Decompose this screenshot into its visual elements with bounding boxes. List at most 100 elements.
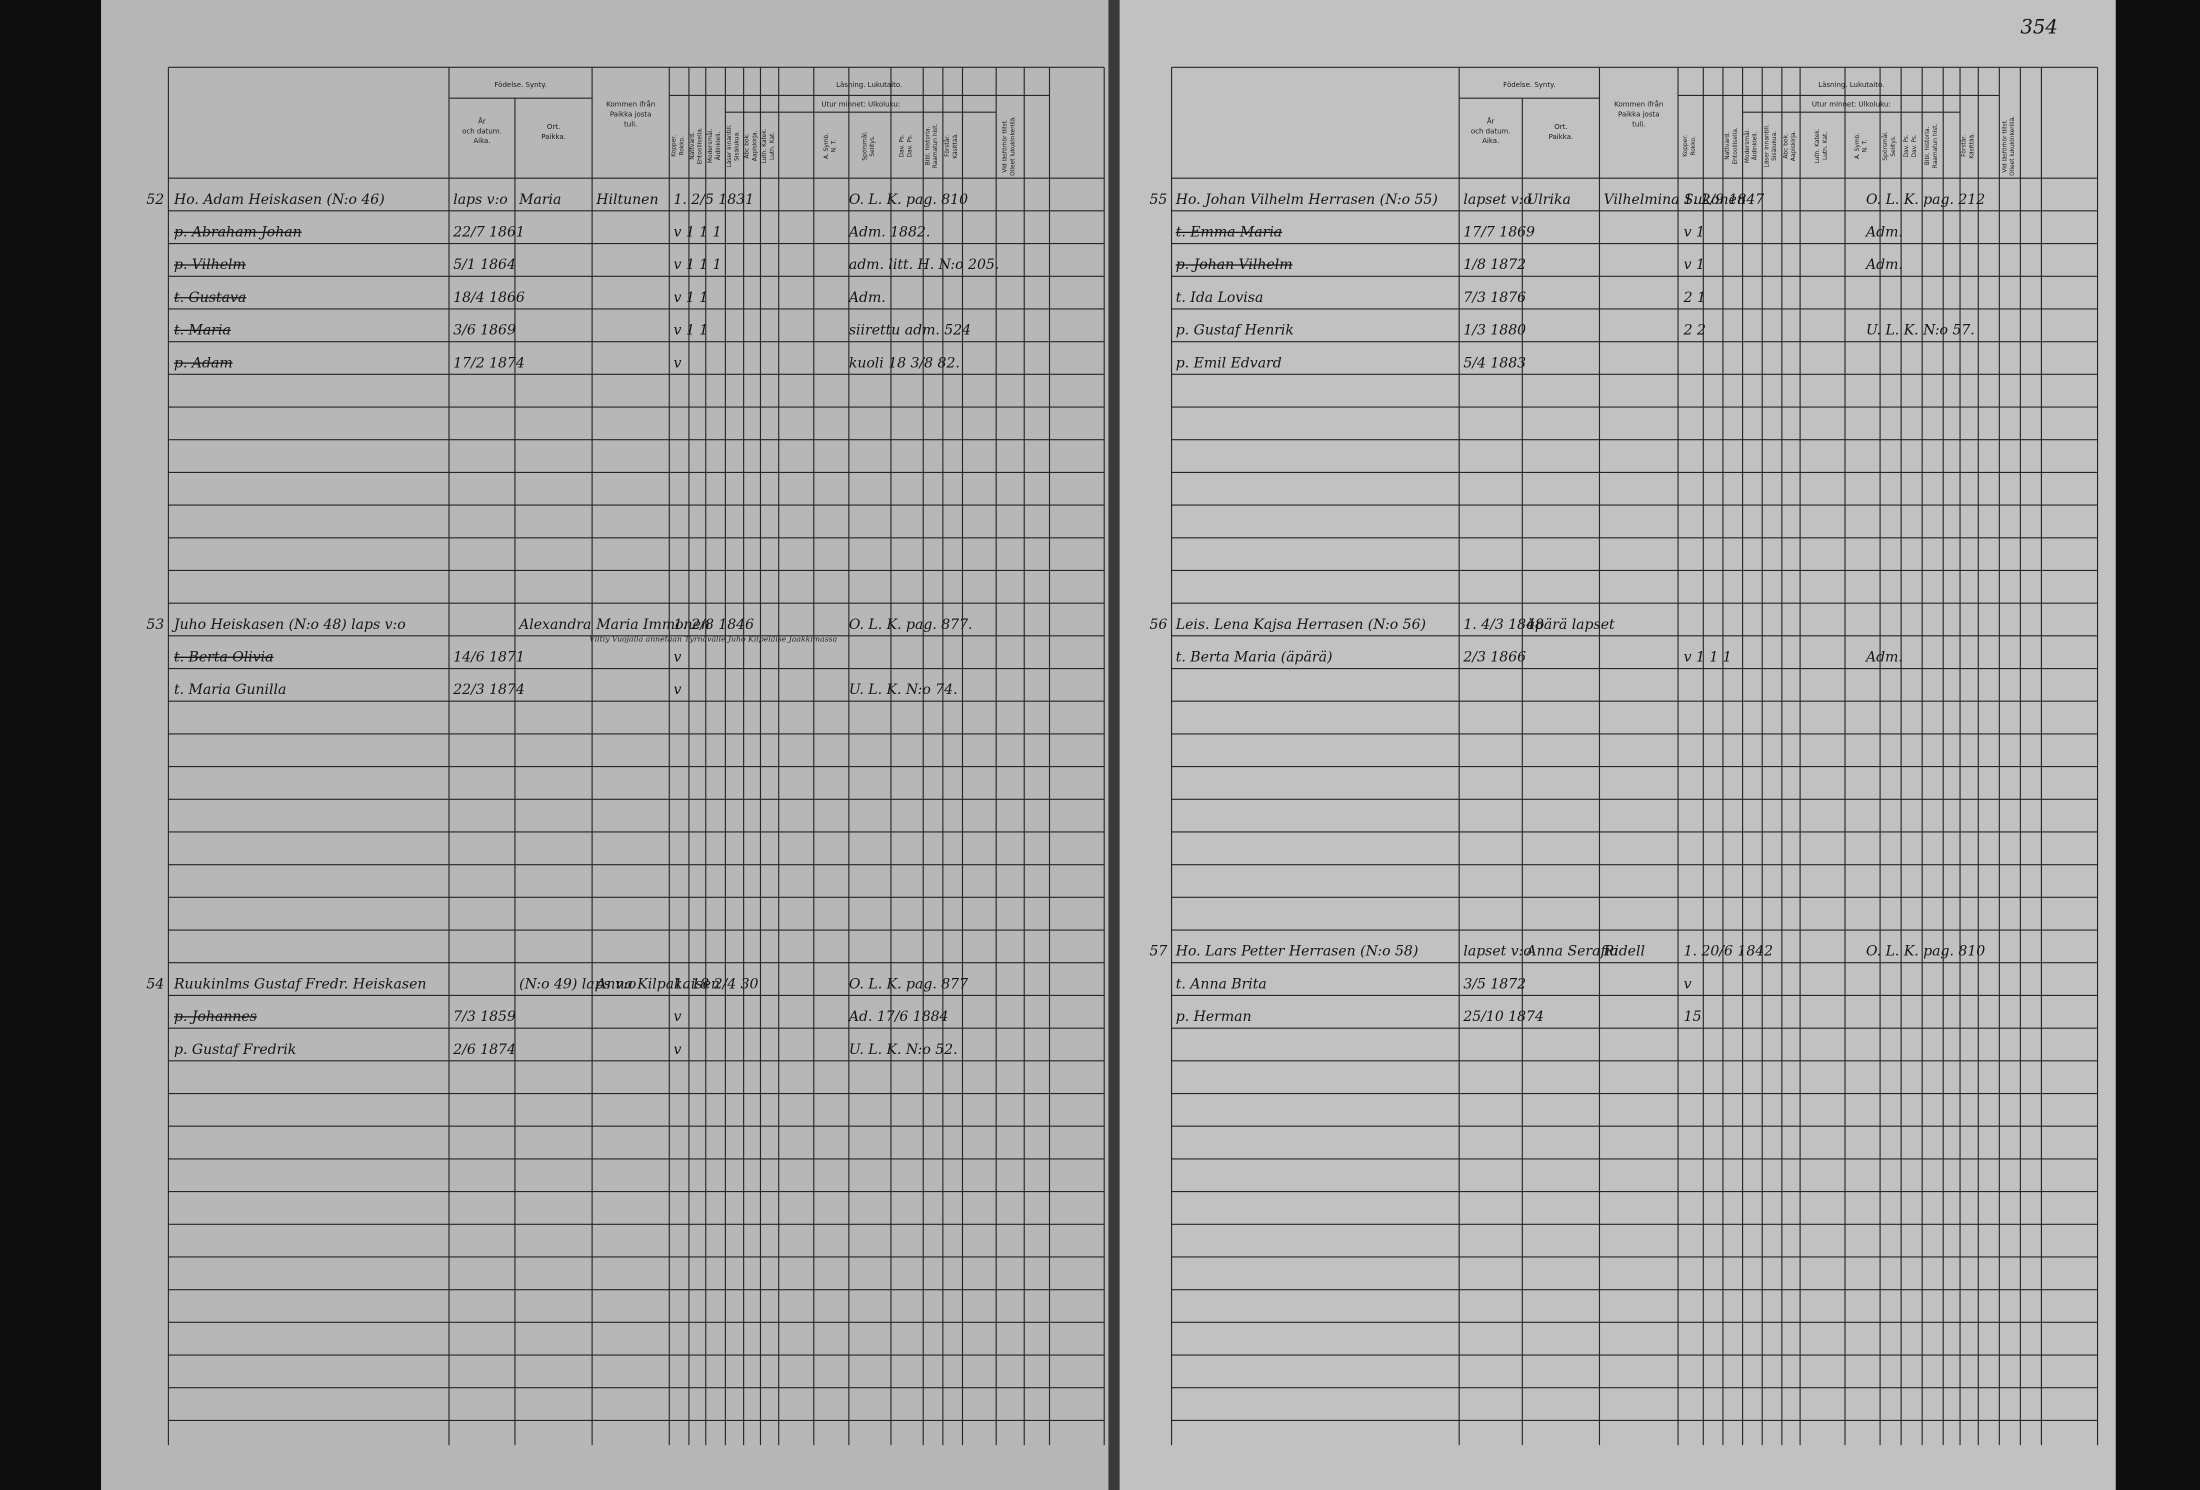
header-vertical: Luth. Kat. — [1823, 132, 1829, 160]
entry-origin: Hiltunen — [595, 192, 658, 208]
entry-origin: Vilhelmina Sukonen — [1604, 192, 1746, 208]
header-place: Ort. — [1554, 122, 1567, 131]
entry-reading: 1. 2/8 1846 — [673, 617, 754, 633]
entry-reading: v — [673, 682, 681, 698]
header-vertical: Sisälukua. — [735, 131, 741, 161]
entry-notes: O. L. K. pag. 877 — [849, 976, 968, 992]
header-vertical: Olleet lukukinkerillä. — [1010, 116, 1016, 176]
header-date: Aika. — [473, 136, 490, 145]
entry-name: t. Maria Gunilla — [174, 682, 286, 698]
entry-name: p. Herman — [1176, 1009, 1252, 1025]
header-date: År — [478, 116, 486, 125]
header-place: Ort. — [547, 122, 560, 131]
entry-name: p. Emil Edvard — [1176, 355, 1282, 371]
header-vertical: Äidinkieli. — [1752, 132, 1759, 161]
header-vertical: Vid läsförhör tillst. — [2002, 119, 2008, 173]
entry-reading: v 1 1 1 — [1684, 650, 1732, 666]
header-vertical: Rokko. — [1691, 136, 1697, 155]
entry-number: 54 — [146, 976, 164, 992]
header-vertical: Kopper. — [672, 135, 678, 157]
header-vertical: Ehtoollisella. — [1733, 127, 1739, 164]
entry-number: 53 — [146, 617, 164, 633]
entry-notes: Adm. — [1864, 225, 1903, 241]
entry-date: laps v:o — [453, 192, 508, 208]
entry-date: 5/4 1883 — [1463, 355, 1526, 371]
header-vertical: A. Symb. — [824, 133, 830, 159]
header-origin: tuli. — [1632, 119, 1645, 128]
entry-date: 2/6 1874 — [452, 1042, 516, 1058]
header-origin: Paikka josta — [1618, 109, 1660, 118]
entry-name: Leis. Lena Kajsa Herrasen (N:o 56) — [1175, 617, 1426, 633]
entry-place: Ulrika — [1527, 192, 1571, 208]
header-vertical: Läser innantill. — [1765, 124, 1771, 167]
entry-name: Ho. Adam Heiskasen (N:o 46) — [173, 192, 385, 208]
entry-notes: O. L. K. pag. 212 — [1866, 192, 1985, 208]
header-date: och datum. — [1471, 126, 1511, 135]
header-vertical: Kopper. — [1683, 135, 1689, 157]
header-vertical: Käsittää. — [953, 133, 959, 159]
entry-place: Alexandra — [517, 617, 591, 633]
header-vertical: Käsittää. — [1969, 133, 1975, 159]
header-date: och datum. — [462, 126, 502, 135]
header-vertical: A. Symb. — [1855, 133, 1861, 159]
entry-name: Ho. Johan Vilhelm Herrasen (N:o 55) — [1175, 192, 1438, 208]
entry-reading: 1. 2/9 1847 — [1684, 192, 1765, 208]
entry-name: t. Anna Brita — [1176, 976, 1267, 992]
entry-origin: Anna Kilpakaisen — [594, 976, 720, 992]
entry-name: p. Gustaf Fredrik — [174, 1042, 296, 1058]
entry-place: Maria — [518, 192, 561, 208]
header-date: Aika. — [1482, 136, 1499, 145]
entry-place: äpärä lapset — [1527, 617, 1615, 633]
entry-reading: v 1 1 1 — [673, 225, 721, 241]
header-vertical: Aapiskirja. — [752, 130, 758, 161]
entry-date: 7/3 1859 — [453, 1009, 516, 1025]
entry-origin: Maria Immonen — [595, 617, 710, 633]
header-vertical: Dav. Ps. — [900, 134, 906, 157]
entry-date: 7/3 1876 — [1463, 290, 1526, 306]
entry-name: Juho Heiskasen (N:o 48) laps v:o — [171, 617, 406, 633]
header-vertical: Olleet lukukinkerillä. — [2010, 116, 2016, 176]
header-vertical: Selitys. — [870, 135, 876, 156]
header-origin: tuli. — [624, 119, 637, 128]
entry-reading: v 1 — [1684, 225, 1705, 241]
header-vertical: Förstår. — [944, 135, 951, 157]
entry-reading: v — [673, 1042, 681, 1058]
entry-origin: Ridell — [1603, 944, 1645, 960]
entry-reading: 1. 18 2/4 30 — [673, 976, 758, 992]
header-vertical: Spörsmål. — [861, 131, 868, 160]
entry-date: 1/3 1880 — [1463, 323, 1526, 339]
header-vertical: Nattvard. — [690, 132, 696, 160]
entry-notes: siirettu adm. 524 — [849, 323, 971, 339]
entry-reading: v 1 — [1684, 257, 1705, 273]
header-vertical: Selitys. — [1891, 135, 1897, 156]
entry-notes: Adm. — [1864, 650, 1903, 666]
header-vertical: Raamatun hist. — [933, 123, 939, 168]
entry-remark: Viltiy Vuojalla annetaan Tyrnävälle Juho… — [589, 634, 837, 643]
entry-reading: v — [1684, 976, 1692, 992]
entry-notes: O. L. K. pag. 877. — [849, 617, 973, 633]
entry-date: 2/3 1866 — [1462, 650, 1526, 666]
entry-date: 22/3 1874 — [452, 682, 525, 698]
entry-date: lapset v:o — [1463, 944, 1531, 960]
header-vertical: Luth. Katek. — [762, 128, 768, 163]
entry-notes: O. L. K. pag. 810 — [849, 192, 968, 208]
entry-date: 3/6 1869 — [453, 323, 516, 339]
header-vertical: Modersmål. — [707, 129, 714, 163]
entry-notes: Adm. 1882. — [847, 225, 930, 241]
header-vertical: Rokko. — [679, 136, 685, 155]
left-paper — [101, 0, 1117, 1490]
header-reading: Läsning. Lukutaito. — [836, 80, 902, 89]
entry-date: 17/2 1874 — [453, 355, 525, 371]
entry-notes: adm. litt. H. N:o 205. — [849, 257, 999, 273]
entry-date: 14/6 1871 — [453, 650, 525, 666]
header-vertical: Ehtoollisella. — [698, 127, 704, 164]
header-memory: Utur minnet: Ulkoluku: — [821, 100, 900, 109]
entry-notes: O. L. K. pag. 810 — [1866, 944, 1985, 960]
header-vertical: Förstår. — [1961, 135, 1968, 157]
entry-number: 57 — [1150, 944, 1168, 960]
entry-name: Ruukinlms Gustaf Fredr. Heiskasen — [173, 976, 426, 992]
entry-name: t. Ida Lovisa — [1176, 290, 1264, 306]
entry-reading: 2 2 — [1683, 323, 1706, 339]
header-vertical: Spörsmål. — [1882, 131, 1889, 160]
header-reading: Läsning. Lukutaito. — [1818, 80, 1884, 89]
